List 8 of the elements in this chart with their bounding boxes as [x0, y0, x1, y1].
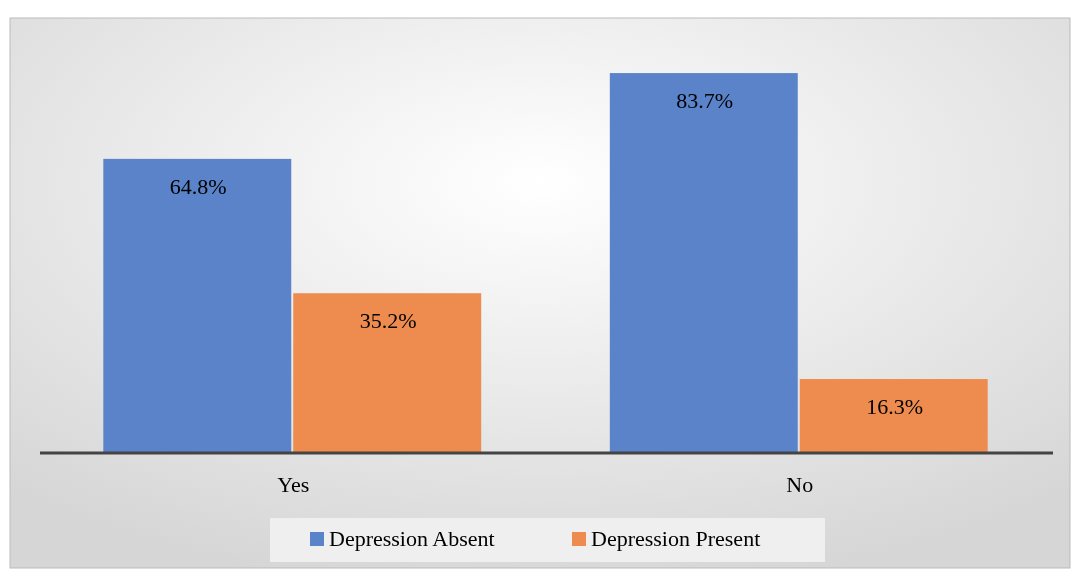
legend-label: Depression Absent: [329, 526, 495, 551]
data-label: 83.7%: [676, 88, 734, 114]
data-label: 16.3%: [866, 394, 924, 420]
data-label: 35.2%: [359, 308, 417, 334]
legend-label: Depression Present: [591, 526, 761, 551]
x-tick-label: Yes: [277, 472, 310, 497]
data-label: 64.8%: [169, 173, 227, 199]
x-tick-label: No: [786, 472, 814, 497]
